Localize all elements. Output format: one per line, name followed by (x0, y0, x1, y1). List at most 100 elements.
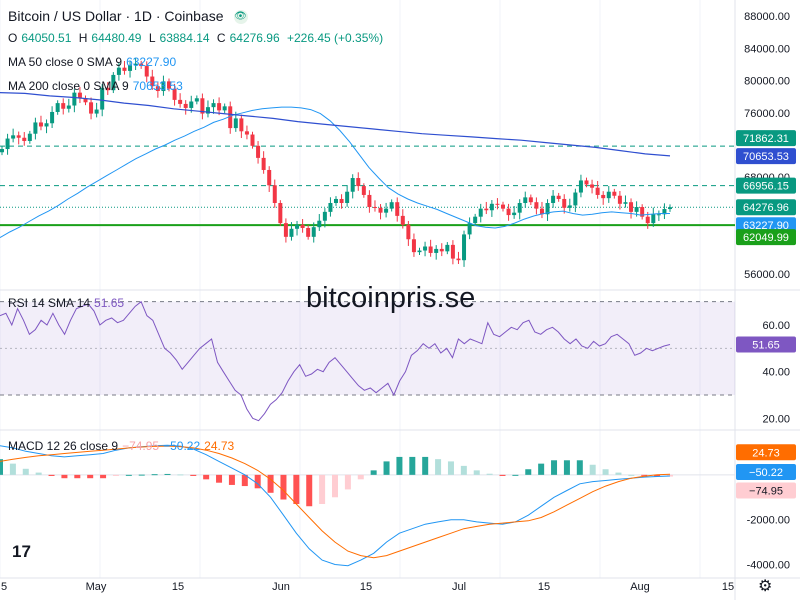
macd-histogram-bar (22, 468, 29, 475)
candle-body (478, 208, 483, 217)
candle-body (261, 157, 266, 170)
candle-body (434, 248, 439, 253)
macd-histogram-bar (241, 474, 248, 487)
macd-histogram-bar (615, 472, 622, 475)
macd-histogram-bar (254, 474, 261, 489)
candle-body (668, 207, 672, 210)
candle-body (100, 87, 105, 110)
visibility-icon[interactable]: 👁 (233, 10, 248, 25)
macd-histogram-bar (370, 470, 377, 475)
macd-histogram-bar (499, 474, 506, 476)
candle-body (122, 67, 127, 71)
candle-body (27, 133, 32, 141)
candle-body (105, 87, 110, 91)
candle-body (356, 178, 361, 187)
candle-body (317, 220, 322, 228)
resistance-1-tag-bg (736, 130, 796, 147)
time-tick-label: Jun (272, 581, 290, 593)
candle-body (601, 194, 606, 199)
macd-histogram-bar (100, 474, 107, 479)
macd-histogram-bar (551, 460, 558, 475)
candle-body (61, 103, 66, 109)
macd-histogram-bar (602, 469, 609, 475)
macd-histogram-bar (48, 474, 55, 476)
macd-histogram-bar (409, 456, 416, 475)
candle-body (406, 224, 411, 240)
candle-body (512, 212, 517, 216)
candle-body (211, 103, 216, 108)
ma50-legend[interactable]: MA 50 close 0 SMA 9 63227.90 (8, 55, 177, 69)
last-price-tag-bg (736, 199, 796, 216)
macd-histogram-bar (357, 474, 364, 480)
candle-body (506, 208, 511, 216)
candle-series (0, 57, 672, 267)
macd-histogram-bar (654, 474, 661, 477)
macd-histogram-bar (538, 463, 545, 475)
candle-body (16, 135, 21, 138)
ma200-legend[interactable]: MA 200 close 0 SMA 9 70653.53 (8, 79, 183, 93)
settings-gear-icon[interactable]: ⚙ (758, 578, 773, 595)
rsi-value-tag-bg (736, 336, 796, 353)
macd-histogram-bar (177, 474, 184, 476)
candle-body (239, 118, 244, 132)
chart-title: Bitcoin / US Dollar · 1D · Coinbase 👁 (8, 8, 248, 25)
macd-histogram-bar (203, 474, 210, 480)
macd-histogram-bar (628, 474, 635, 476)
candle-body (361, 186, 366, 195)
candle-body (656, 214, 661, 216)
candle-body (523, 197, 528, 203)
candle-body (467, 223, 472, 235)
candle-body (11, 135, 16, 139)
macd-legend[interactable]: MACD 12 26 close 9 −74.95 −50.22 24.73 (8, 439, 235, 453)
macd-histogram-bar (87, 474, 94, 479)
candle-body (311, 227, 316, 237)
candle-body (634, 207, 639, 212)
histogram-value-tag-bg (736, 482, 796, 499)
candle-body (306, 227, 311, 237)
candle-body (428, 246, 433, 253)
macd-value-tag-bg (736, 463, 796, 480)
macd-tick-label: -2000.00 (747, 515, 790, 527)
candle-body (178, 99, 183, 104)
candle-body (133, 63, 138, 66)
watermark-text: bitcoinpris.se (306, 282, 476, 314)
macd-histogram-bar (422, 456, 429, 475)
macd-histogram-bar (112, 474, 119, 476)
ma200-tag: 70653.53 (743, 151, 789, 163)
macd-histogram-bar (9, 463, 16, 475)
time-tick-label: 5 (1, 581, 7, 593)
macd-histogram-bar (319, 474, 326, 504)
macd-value-tag: −50.22 (749, 467, 783, 479)
candle-body (345, 191, 350, 203)
tradingview-logo[interactable]: 17 (12, 542, 31, 561)
macd-histogram-bar (525, 469, 532, 475)
macd-histogram-bar (164, 473, 171, 475)
signal-value-tag: 24.73 (752, 447, 780, 459)
candle-body (484, 208, 489, 211)
candle-body (128, 65, 133, 71)
rsi-band (0, 301, 735, 395)
candle-body (567, 205, 572, 208)
candle-body (473, 216, 478, 224)
macd-histogram-bar (576, 460, 583, 475)
candle-body (350, 178, 355, 192)
macd-histogram-bar (280, 474, 287, 500)
candle-body (556, 195, 561, 199)
candle-body (573, 192, 578, 206)
price-tick-label: 56000.00 (744, 269, 790, 281)
candle-body (334, 198, 338, 203)
macd-histogram-bar (61, 474, 68, 479)
candle-body (289, 228, 294, 237)
price-tick-label: 88000.00 (744, 11, 790, 23)
candle-body (267, 169, 272, 186)
candle-body (38, 122, 43, 127)
price-tick-label: 80000.00 (744, 76, 790, 88)
candle-body (339, 198, 344, 203)
rsi-legend[interactable]: RSI 14 SMA 14 51.65 (8, 296, 125, 310)
candle-body (423, 246, 428, 251)
macd-histogram-bar (641, 474, 648, 476)
candle-body (44, 123, 49, 127)
macd-tick-label: -4000.00 (747, 560, 790, 572)
resistance-2-tag: 66956.15 (743, 181, 789, 193)
